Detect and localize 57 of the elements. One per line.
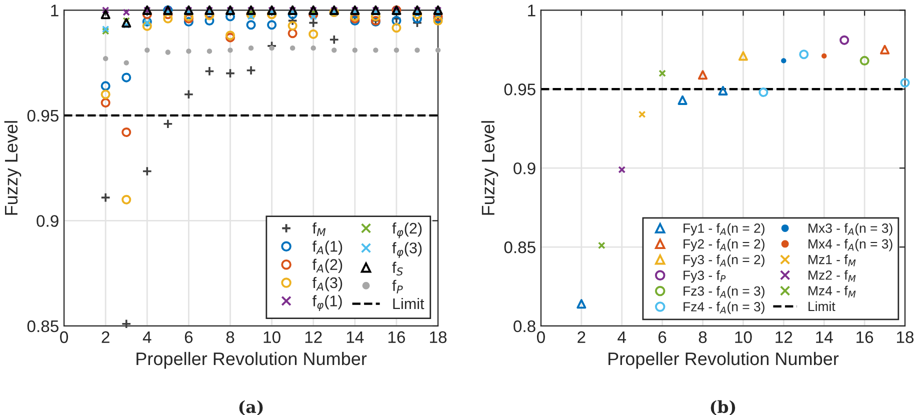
x-tick-label: 14 [816, 331, 833, 343]
y-tick-label: 1 [528, 4, 536, 16]
legend-label: Fy3 - f$_{A}$(n = 2) [684, 254, 764, 267]
x-tick-label: 8 [698, 331, 707, 344]
legend-label: Limit [808, 301, 836, 312]
x-tick-label: 6 [184, 331, 193, 344]
legend-label: Fy3 - f$_{P}$ [684, 270, 726, 283]
y-tick-label: 1 [51, 4, 58, 16]
legend-label: Mz4 - f$_{M}$ [808, 286, 856, 298]
x-axis-title: Propeller Revolution Number [136, 352, 367, 369]
legend-label: Fz4 - f$_{A}$(n = 3) [684, 302, 764, 314]
x-tick-label: 14 [346, 331, 364, 343]
legend-label: Fy2 - f$_{A}$(n = 2) [684, 238, 764, 252]
x-tick-label: 10 [735, 331, 752, 344]
x-tick-label: 0 [60, 331, 68, 344]
legend-label: Mx3 - f$_{A}$(n = 3) [808, 223, 892, 236]
y-tick-label: 0.85 [504, 241, 536, 254]
x-tick-label: 16 [856, 331, 874, 344]
x-tick-label: 2 [578, 331, 586, 343]
x-tick-label: 16 [388, 331, 405, 344]
legend-label: Mz2 - f$_{M}$ [808, 270, 856, 282]
x-tick-label: 8 [226, 331, 234, 344]
legend-label: Mz1 - f$_{M}$ [808, 254, 856, 266]
y-tick-label: 0.85 [27, 320, 58, 332]
y-tick-label: 0.95 [504, 84, 536, 96]
legend-label: f$_{A}$(1) [312, 240, 342, 255]
legend-label: f$_{A}$(2) [312, 258, 342, 274]
legend-label: f$_{φ}$(2) [392, 222, 422, 238]
y-axis-title: Fuzzy Level [481, 121, 498, 215]
x-tick-label: 4 [142, 331, 152, 343]
y-tick-label: 0.9 [514, 162, 536, 174]
legend-label: Fz3 - f$_{A}$(n = 3) [684, 286, 764, 298]
y-axis-title: Fuzzy Level [4, 121, 22, 215]
x-tick-label: 18 [897, 331, 914, 344]
y-tick-label: 0.95 [27, 110, 58, 122]
x-axis-title: Propeller Revolution Number [608, 352, 839, 369]
y-tick-label: 0.9 [36, 215, 58, 227]
x-tick-label: 12 [305, 331, 322, 343]
legend-label: f$_{P}$ [392, 280, 403, 294]
legend-label: Mx4 - f$_{A}$(n = 3) [808, 238, 892, 252]
legend-label: Fy1 - f$_{A}$(n = 2) [684, 223, 764, 236]
legend-label: Limit [393, 298, 424, 310]
legend-label: f$_{φ}$(1) [312, 295, 342, 311]
x-tick-label: 0 [536, 331, 545, 344]
x-tick-label: 10 [264, 331, 280, 344]
legend-label: f$_{S}$ [392, 262, 403, 276]
x-tick-label: 12 [776, 331, 792, 343]
x-tick-label: 4 [618, 331, 626, 343]
x-tick-label: 6 [658, 331, 666, 344]
legend-label: f$_{A}$(3) [312, 276, 342, 292]
x-tick-label: 2 [102, 331, 110, 343]
text: (a) [239, 400, 263, 415]
x-tick-label: 18 [430, 331, 447, 344]
y-tick-label: 0.8 [514, 320, 536, 332]
legend-label: f$_{φ}$(3) [392, 242, 422, 258]
text: (b) [710, 400, 736, 415]
legend-label: f$_{M}$ [312, 222, 326, 236]
